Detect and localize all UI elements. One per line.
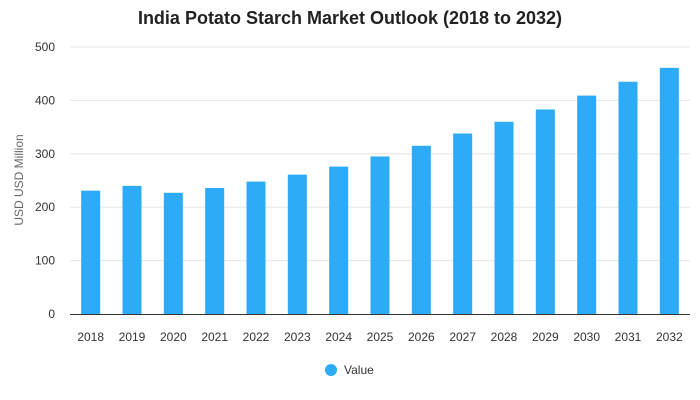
chart-title: India Potato Starch Market Outlook (2018… [138, 8, 562, 28]
y-tick-label: 200 [35, 200, 55, 214]
bar[interactable] [122, 185, 142, 314]
legend-label-value: Value [344, 363, 374, 377]
y-axis-title: USD USD Million [12, 134, 26, 225]
x-tick-label: 2018 [77, 330, 104, 344]
x-tick-label: 2025 [367, 330, 394, 344]
bar[interactable] [659, 67, 679, 315]
x-tick-label: 2030 [573, 330, 600, 344]
x-tick-label: 2021 [201, 330, 228, 344]
axes: 0 100 200 300 400 500 2018 2019 2020 2021 2022 2023… [35, 40, 690, 344]
legend-marker-value [325, 364, 337, 376]
x-tick-label: 2024 [325, 330, 352, 344]
y-tick-label: 400 [35, 93, 55, 107]
x-tick-label: 2032 [656, 330, 683, 344]
bar[interactable] [246, 181, 266, 314]
y-tick-label: 100 [35, 254, 55, 268]
bar[interactable] [370, 156, 390, 314]
x-tick-label: 2027 [449, 330, 476, 344]
bar[interactable] [163, 192, 183, 314]
y-tick-label: 0 [48, 307, 55, 321]
bar[interactable] [81, 190, 101, 314]
x-tick-label: 2019 [119, 330, 146, 344]
x-tick-label: 2029 [532, 330, 559, 344]
bar[interactable] [494, 121, 514, 314]
y-tick-label: 300 [35, 147, 55, 161]
bar[interactable] [535, 109, 555, 314]
x-tick-label: 2022 [243, 330, 270, 344]
bar[interactable] [287, 174, 307, 314]
legend[interactable]: Value [325, 363, 374, 377]
bar[interactable] [329, 166, 349, 314]
bars [81, 67, 679, 315]
bar[interactable] [453, 133, 473, 314]
x-tick-label: 2020 [160, 330, 187, 344]
bar[interactable] [577, 95, 597, 315]
x-tick-label: 2026 [408, 330, 435, 344]
x-tick-label: 2028 [491, 330, 518, 344]
bar[interactable] [618, 81, 638, 315]
y-tick-label: 500 [35, 40, 55, 54]
x-tick-label: 2023 [284, 330, 311, 344]
x-tick-label: 2031 [615, 330, 642, 344]
bar[interactable] [411, 145, 431, 314]
bar[interactable] [205, 187, 225, 314]
